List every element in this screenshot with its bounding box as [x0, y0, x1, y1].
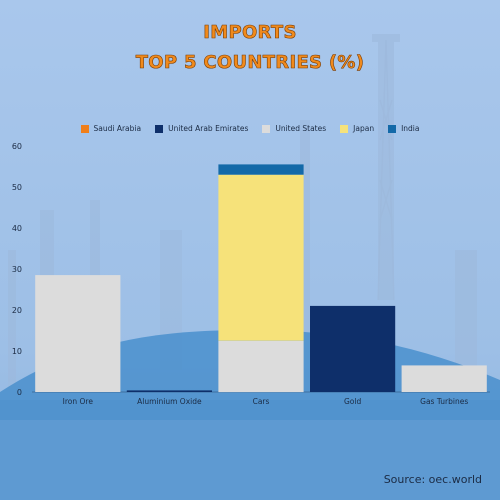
source-credit: Source: oec.world — [383, 473, 482, 486]
legend-item-japan: Japan — [340, 124, 374, 133]
chart-title-line-2: TOP 5 COUNTRIES (%) — [135, 52, 365, 74]
bar-gold-united-arab-emirates — [310, 305, 396, 392]
x-tick-label: Aluminium Oxide — [137, 397, 202, 406]
legend-item-saudi-arabia: Saudi Arabia — [80, 124, 142, 133]
x-tick-label: Iron Ore — [63, 397, 94, 406]
legend-swatch — [80, 124, 89, 133]
y-tick-label: 10 — [12, 347, 22, 356]
x-tick-label: Gold — [344, 397, 361, 406]
legend-swatch — [388, 124, 397, 133]
legend-swatch — [262, 124, 271, 133]
y-tick-label: 60 — [12, 142, 22, 151]
y-tick-label: 0 — [17, 388, 22, 397]
legend: Saudi Arabia United Arab Emirates United S… — [0, 124, 500, 133]
legend-label: Japan — [353, 124, 375, 133]
y-tick-label: 30 — [12, 265, 22, 274]
x-tick-label: Cars — [253, 397, 270, 406]
legend-swatch — [155, 124, 164, 133]
bar-iron-ore-united-states — [35, 275, 121, 392]
bar-gas-turbines-united-states — [401, 365, 487, 392]
bar-aluminium-oxide-united-arab-emirates — [126, 390, 212, 392]
chart-title-line-1: IMPORTS — [203, 22, 297, 44]
x-tick-label: Gas Turbines — [420, 397, 468, 406]
bar-cars-united-states — [218, 340, 304, 393]
bar-cars-japan — [218, 174, 304, 341]
legend-item-india: India — [388, 124, 419, 133]
legend-item-united-states: United States — [262, 124, 326, 133]
y-tick-label: 40 — [12, 224, 22, 233]
bar-cars-india — [218, 164, 304, 175]
legend-item-united-arab-emirates: United Arab Emirates — [155, 124, 248, 133]
legend-label: United States — [275, 124, 327, 133]
y-tick-label: 50 — [12, 183, 22, 192]
legend-label: United Arab Emirates — [168, 124, 249, 133]
legend-label: Saudi Arabia — [93, 124, 142, 133]
legend-swatch — [340, 124, 349, 133]
y-tick-label: 20 — [12, 306, 22, 315]
legend-label: India — [401, 124, 420, 133]
